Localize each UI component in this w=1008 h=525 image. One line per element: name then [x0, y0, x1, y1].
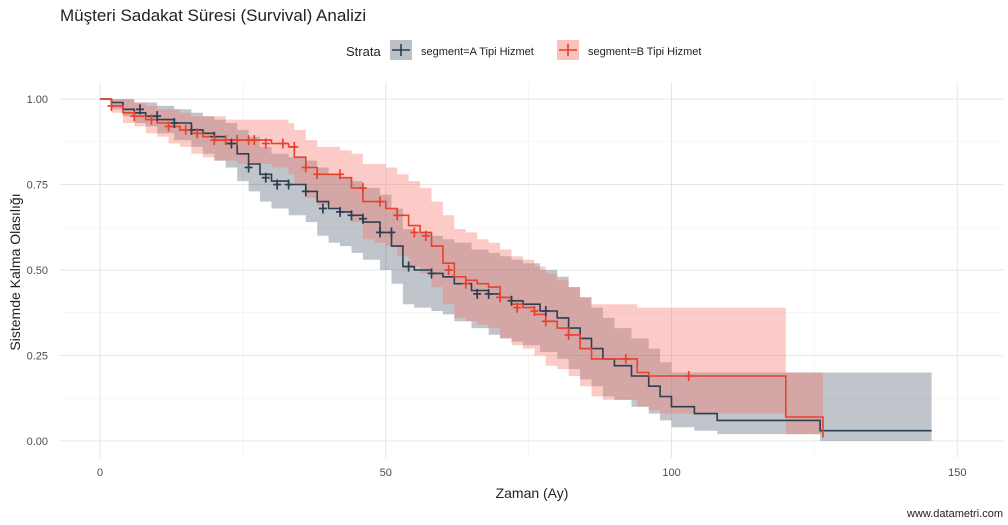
- legend-label-b: segment=B Tipi Hizmet: [588, 46, 701, 58]
- x-axis-title: Zaman (Ay): [496, 485, 569, 501]
- censor-mark-b: [513, 302, 522, 313]
- y-tick-label: 1.00: [27, 94, 48, 106]
- censor-mark-a: [404, 261, 413, 272]
- censor-mark-a: [473, 288, 482, 299]
- censor-mark-b: [530, 306, 539, 317]
- confidence-band-a: [100, 99, 932, 441]
- censor-mark-b: [147, 114, 156, 125]
- censor-mark-a: [227, 138, 236, 149]
- x-axis-ticks: 0 50 100 150: [97, 467, 967, 479]
- censor-mark-a: [170, 118, 179, 129]
- censor-mark-b: [107, 100, 116, 111]
- censor-mark-a: [484, 288, 493, 299]
- censor-mark-a: [301, 186, 310, 197]
- censor-mark-b: [684, 370, 693, 381]
- censor-mark-a: [284, 179, 293, 190]
- confidence-bands: [100, 99, 932, 441]
- censor-mark-a: [541, 306, 550, 317]
- censor-mark-b: [130, 111, 139, 122]
- censor-mark-a: [261, 172, 270, 183]
- censor-mark-a: [336, 206, 345, 217]
- x-tick-label: 50: [380, 467, 392, 479]
- grid: [60, 82, 1003, 458]
- censor-mark-b: [621, 353, 630, 364]
- censor-mark-b: [250, 135, 259, 146]
- y-axis-ticks: 0.00 0.25 0.50 0.75 1.00: [27, 94, 48, 448]
- censor-mark-a: [358, 213, 367, 224]
- caption: www.datametri.com: [906, 508, 1003, 520]
- censor-mark-a: [507, 295, 516, 306]
- censor-mark-b: [461, 278, 470, 289]
- censor-mark-b: [313, 169, 322, 180]
- censor-mark-b: [261, 138, 270, 149]
- censor-mark-b: [444, 265, 453, 275]
- legend-label-a: segment=A Tipi Hizmet: [421, 46, 534, 58]
- censor-mark-b: [336, 169, 345, 180]
- censor-mark-a: [427, 268, 436, 279]
- censor-mark-a: [153, 111, 162, 122]
- censor-marks: [107, 100, 693, 381]
- censor-mark-a: [347, 210, 356, 221]
- censor-mark-b: [564, 329, 573, 340]
- censor-mark-a: [387, 227, 396, 238]
- y-axis-title: Sistemde Kalma Olasılığı: [7, 193, 23, 350]
- y-tick-label: 0.00: [27, 436, 48, 448]
- censor-mark-b: [376, 196, 385, 207]
- x-tick-label: 100: [662, 467, 680, 479]
- censor-mark-a: [318, 203, 327, 214]
- chart-title: Müşteri Sadakat Süresi (Survival) Analiz…: [60, 6, 366, 25]
- y-tick-label: 0.50: [27, 265, 48, 277]
- censor-mark-b: [421, 230, 430, 241]
- censor-mark-b: [221, 135, 230, 146]
- censor-mark-b: [358, 182, 367, 193]
- censor-mark-b: [410, 227, 419, 238]
- x-tick-label: 0: [97, 467, 103, 479]
- confidence-band-b: [100, 99, 823, 441]
- censor-mark-b: [181, 124, 190, 135]
- legend-title: Strata: [346, 44, 381, 59]
- censor-mark-b: [210, 135, 219, 146]
- survival-line-a: [100, 98, 932, 432]
- censor-mark-a: [136, 104, 145, 115]
- censor-mark-b: [301, 162, 310, 173]
- y-tick-label: 0.25: [27, 350, 48, 362]
- censor-mark-b: [233, 135, 242, 146]
- censor-mark-b: [496, 292, 505, 303]
- censor-mark-a: [376, 227, 385, 238]
- censor-mark-a: [244, 162, 253, 173]
- x-tick-label: 150: [948, 467, 966, 479]
- legend: Strata segment=A Tipi Hizmet segment=B T…: [346, 40, 701, 60]
- y-tick-label: 0.75: [27, 180, 48, 192]
- censor-mark-b: [193, 128, 202, 139]
- censor-mark-b: [393, 210, 402, 221]
- censor-mark-b: [290, 141, 299, 152]
- censor-mark-b: [164, 121, 173, 132]
- censor-mark-b: [278, 138, 287, 149]
- censor-mark-b: [541, 316, 550, 327]
- censor-mark-a: [273, 179, 282, 190]
